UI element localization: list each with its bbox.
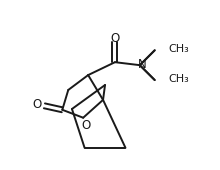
Text: CH₃: CH₃: [169, 44, 189, 54]
Text: CH₃: CH₃: [169, 74, 189, 84]
Text: O: O: [110, 32, 120, 45]
Text: O: O: [82, 119, 91, 132]
Text: O: O: [33, 98, 42, 111]
Text: N: N: [138, 58, 146, 71]
